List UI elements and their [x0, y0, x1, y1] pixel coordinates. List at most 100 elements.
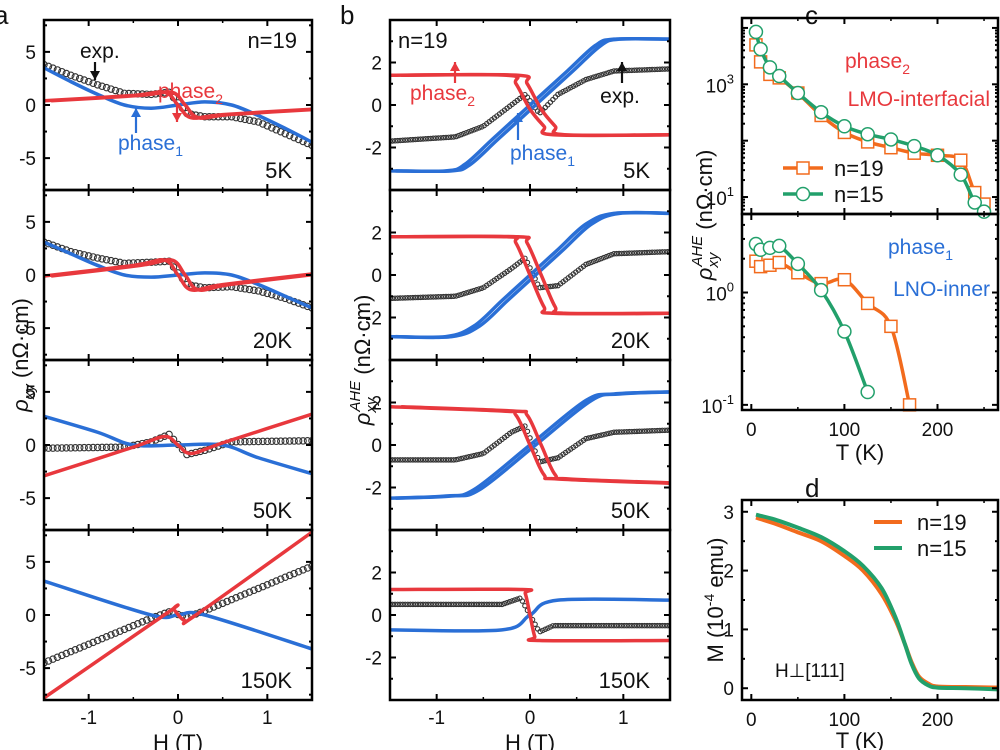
y-axis-label: ρxyAHE (nΩ·cm): [689, 150, 722, 282]
phase2-annotation: phase2: [158, 80, 223, 107]
exp-data-point: [58, 651, 66, 660]
legend-marker-circle: [795, 186, 811, 202]
exp-data-point: [601, 71, 607, 77]
exp-data-point: [420, 136, 426, 142]
exp-data-point: [618, 429, 625, 435]
exp-data-point: [585, 435, 592, 441]
exp-data-point: [455, 601, 462, 608]
exp-data-point: [402, 457, 409, 463]
exp-data-point: [430, 457, 437, 463]
y-tick-label: -2: [365, 139, 382, 160]
exp-data-point: [639, 622, 645, 629]
exp-data-point: [433, 601, 439, 608]
exp-data-point: [53, 444, 62, 452]
exp-data-point: [639, 67, 645, 73]
phase1-curve-return: [395, 390, 670, 500]
exp-data-point: [399, 457, 406, 463]
exp-data-point: [98, 634, 106, 643]
exp-data-point: [659, 622, 666, 629]
exp-data-point: [646, 249, 653, 256]
plot-area: [44, 238, 312, 312]
exp-data-point: [511, 597, 518, 603]
exp-data-point: [443, 601, 449, 608]
subplot-b-50K: -2 0 2 50K: [365, 358, 672, 532]
exp-data-point: [509, 598, 515, 604]
exp-data-point: [601, 254, 607, 261]
exp-data-point: [585, 622, 592, 629]
exp-data-point: [606, 430, 612, 437]
exp-data-point: [608, 430, 615, 436]
phase1-annotation-subscript: 1: [175, 143, 183, 159]
marker-circle: [860, 126, 875, 142]
exp-data-point: [405, 457, 411, 463]
exp-data-point: [585, 75, 592, 82]
exp-data-point: [443, 457, 449, 463]
exp-data-point: [570, 622, 577, 629]
marker-square: [860, 296, 875, 311]
exp-data-point: [473, 452, 480, 458]
exp-data-point: [415, 601, 421, 608]
exp-data-point: [478, 285, 485, 292]
exp-data-point: [613, 622, 620, 629]
exp-data-point: [430, 601, 437, 608]
legend-label: n=15: [917, 536, 967, 561]
exp-data-point: [412, 457, 419, 463]
exp-annotation: exp.: [80, 40, 120, 63]
exp-data-point: [250, 286, 258, 294]
exp-data-point: [590, 622, 597, 629]
exp-data-point: [636, 428, 643, 435]
exp-data-point: [268, 124, 276, 132]
marker-circle: [837, 324, 852, 339]
exp-data-point: [116, 258, 124, 267]
panel-d: d 0 1 2 3 0 100 200 T (K) n=19n=15 H⊥[111] M (10-4 …: [701, 473, 1000, 750]
exp-data-point: [471, 601, 477, 608]
panel-b: b -2 0 2 5K -2 0 2 20K -2 0 2 50K -2 0 2 150K -1 0 1 H (T) ρx…: [340, 0, 672, 750]
exp-data-point: [102, 443, 111, 452]
y-tick-label: 5: [25, 383, 36, 404]
exp-data-point: [450, 457, 457, 463]
marker-circle: [753, 41, 768, 57]
exp-data-point: [44, 659, 48, 667]
exp-data-point: [125, 623, 133, 632]
exp-data-point: [580, 622, 587, 629]
phase1-arrow-head: [131, 108, 141, 117]
exp-data-point: [631, 250, 638, 256]
exp-data-point: [405, 137, 411, 143]
exp-data-point: [422, 294, 429, 300]
exp-data-point: [603, 253, 610, 260]
panel-label-b: b: [340, 0, 354, 30]
exp-data-point: [58, 444, 66, 452]
exp-data-point: [259, 288, 267, 296]
exp-data-point: [272, 577, 281, 585]
exp-data-point: [623, 622, 630, 629]
exp-data-point: [611, 68, 617, 74]
exp-data-point: [397, 457, 403, 463]
exp-data-point: [539, 458, 546, 464]
exp-data-point: [440, 601, 447, 608]
exp-data-point: [75, 644, 84, 652]
exp-data-point: [662, 427, 668, 434]
y-tick-label: 2: [371, 54, 382, 75]
exp-data-point: [142, 616, 151, 624]
exp-data-point: [445, 293, 452, 300]
exp-data-point: [461, 455, 467, 461]
exp-data-point: [245, 588, 254, 596]
field-direction-annotation: H⊥[111]: [775, 661, 845, 682]
exp-data-point: [259, 120, 267, 128]
marker-circle: [953, 167, 969, 182]
region-label-phase1: phase1: [888, 236, 953, 263]
marker-circle: [837, 119, 852, 134]
exp-data-point: [407, 457, 414, 463]
exp-data-point: [107, 256, 115, 265]
exp-data-point: [629, 67, 635, 74]
exp-data-point: [646, 622, 653, 629]
exp-data-point: [107, 443, 115, 452]
exp-data-point: [611, 622, 617, 629]
exp-data-point: [468, 288, 475, 295]
exp-data-point: [285, 437, 294, 445]
exp-data-point: [62, 444, 71, 452]
y-axis-label-part: (nΩ·cm): [350, 295, 375, 381]
exp-data-point: [438, 601, 444, 608]
exp-data-point: [476, 125, 482, 131]
